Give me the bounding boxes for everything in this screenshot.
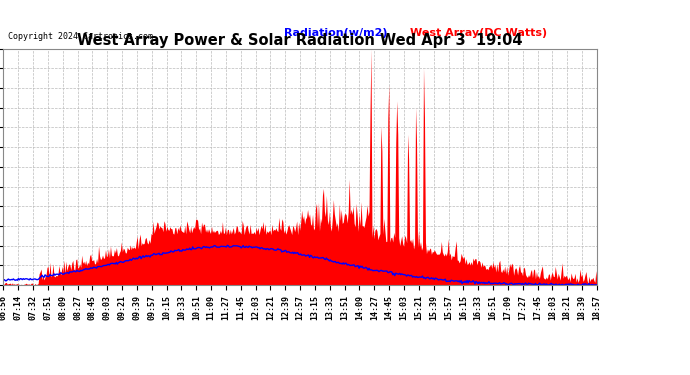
Text: West Array(DC Watts): West Array(DC Watts) (410, 28, 546, 38)
Text: Radiation(w/m2): Radiation(w/m2) (284, 28, 388, 38)
Title: West Array Power & Solar Radiation Wed Apr 3  19:04: West Array Power & Solar Radiation Wed A… (77, 33, 523, 48)
Text: Copyright 2024 Cartronics.com: Copyright 2024 Cartronics.com (8, 32, 153, 41)
